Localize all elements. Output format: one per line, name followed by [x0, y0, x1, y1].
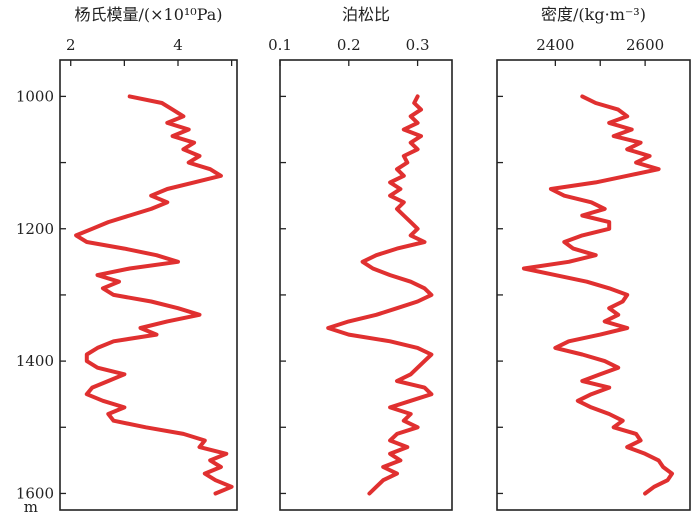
x-tick-label: 2600	[626, 36, 664, 54]
series-line	[326, 94, 434, 496]
depth-tick-label: 1000	[16, 87, 54, 105]
x-tick-label: 0.2	[337, 36, 361, 54]
panel-frame	[59, 59, 238, 511]
depth-tick-label: 1600	[16, 484, 54, 502]
panel-frame	[279, 59, 453, 511]
series-line	[521, 94, 674, 496]
x-tick-label: 0.3	[406, 36, 430, 54]
x-tick-label: 0.1	[268, 36, 292, 54]
panel-title: 杨氏模量/(×10¹⁰Pa)	[74, 5, 222, 24]
depth-tick-label: 1400	[16, 352, 54, 370]
series-line	[74, 94, 234, 496]
x-tick-label: 2	[66, 36, 76, 54]
depth-tick-label: 1200	[16, 220, 54, 238]
panel-title: 泊松比	[342, 5, 390, 24]
x-tick-label: 4	[173, 36, 183, 54]
panel-title: 密度/(kg·m⁻³)	[541, 5, 646, 24]
x-tick-label: 2400	[536, 36, 574, 54]
depth-unit-label: m	[24, 498, 38, 516]
